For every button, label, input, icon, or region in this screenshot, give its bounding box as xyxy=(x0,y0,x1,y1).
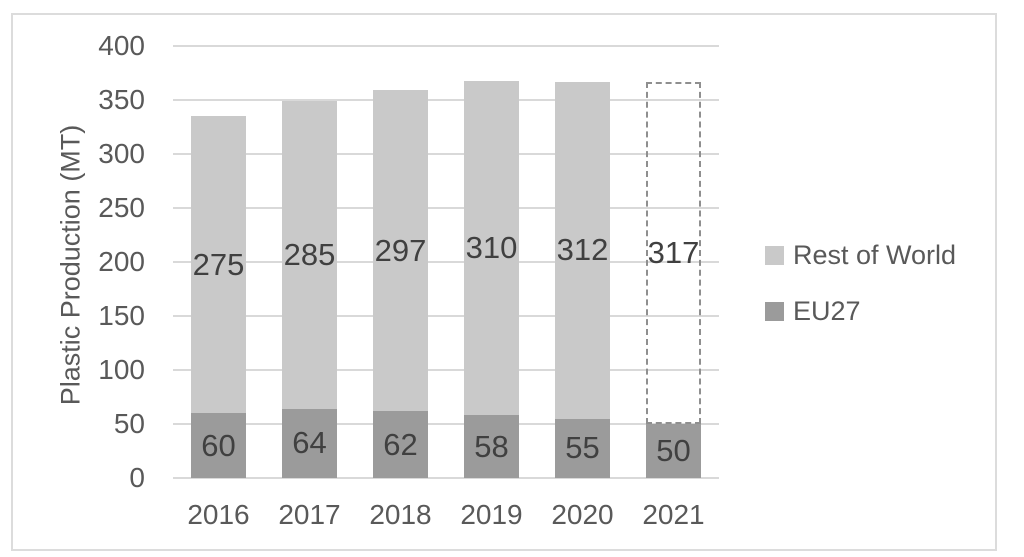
data-label-eu27: 62 xyxy=(383,426,418,462)
bar-segment-eu27 xyxy=(646,424,701,478)
y-tick-label: 300 xyxy=(98,138,145,169)
legend-label: Rest of World xyxy=(793,240,957,270)
x-category-label: 2021 xyxy=(642,499,705,530)
data-label-rest-of-world: 285 xyxy=(283,236,336,272)
bar-segment-rest-of-world xyxy=(646,81,701,424)
gridline xyxy=(173,207,719,209)
gridline xyxy=(173,477,719,479)
data-label-rest-of-world: 317 xyxy=(647,234,700,270)
y-tick-label: 100 xyxy=(98,354,145,385)
gridline xyxy=(173,315,719,317)
data-label-rest-of-world: 312 xyxy=(556,232,609,268)
y-tick-label: 150 xyxy=(98,300,145,331)
gridline xyxy=(173,261,719,263)
bar-segment-eu27 xyxy=(464,415,519,478)
bar-segment-rest-of-world xyxy=(191,116,246,414)
x-category-label: 2018 xyxy=(369,499,432,530)
legend-item: Rest of World xyxy=(765,240,956,270)
data-label-rest-of-world: 275 xyxy=(192,246,245,282)
legend-swatch xyxy=(765,246,784,265)
bar-segment-rest-of-world xyxy=(555,81,610,419)
bar-segment-eu27 xyxy=(555,418,610,478)
y-tick-label: 350 xyxy=(98,84,145,115)
bar-segment-eu27 xyxy=(191,413,246,478)
y-tick-label: 50 xyxy=(113,408,145,439)
legend-item: EU27 xyxy=(765,296,956,326)
bar-segment-rest-of-world xyxy=(373,90,428,412)
y-tick-label: 250 xyxy=(98,192,145,223)
data-label-eu27: 50 xyxy=(656,433,691,468)
y-tick-label: 0 xyxy=(129,462,145,493)
bar-segment-eu27 xyxy=(373,411,428,478)
bar-segment-eu27 xyxy=(282,408,337,478)
x-category-label: 2020 xyxy=(551,499,614,530)
bar-segment-rest-of-world xyxy=(464,80,519,416)
legend-label: EU27 xyxy=(793,296,861,326)
gridline xyxy=(173,423,719,425)
x-category-label: 2016 xyxy=(187,499,250,530)
legend-swatch xyxy=(765,302,784,321)
x-category-label: 2019 xyxy=(460,499,523,530)
y-tick-label: 200 xyxy=(98,246,145,277)
gridline xyxy=(173,369,719,371)
data-label-rest-of-world: 297 xyxy=(374,232,427,268)
bar-segment-rest-of-world xyxy=(282,101,337,409)
legend: Rest of World EU27 xyxy=(765,240,956,358)
x-category-label: 2017 xyxy=(278,499,341,530)
gridline xyxy=(173,99,719,101)
data-label-eu27: 60 xyxy=(201,427,236,463)
data-label-eu27: 58 xyxy=(474,428,509,464)
data-label-eu27: 55 xyxy=(565,430,600,466)
gridline xyxy=(173,45,719,47)
gridline xyxy=(173,153,719,155)
data-label-rest-of-world: 310 xyxy=(465,229,518,265)
data-label-eu27: 64 xyxy=(292,425,327,461)
y-tick-label: 400 xyxy=(98,30,145,61)
